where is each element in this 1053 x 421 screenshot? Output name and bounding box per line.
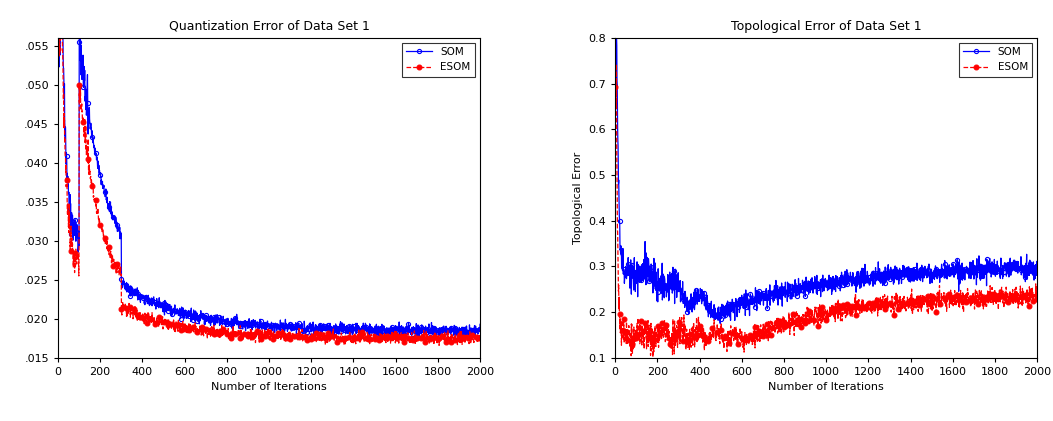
SOM (246, 323, 259, 328)
Title: Quantization Error of Data Set 1: Quantization Error of Data Set 1 (168, 19, 370, 32)
SOM (474, 322, 486, 327)
SOM (1019, 279, 1032, 284)
Y-axis label: Topological Error: Topological Error (573, 152, 582, 244)
ESOM (631, 321, 643, 326)
ESOM (1019, 290, 1032, 296)
SOM (384, 331, 397, 336)
SOM (54, 4, 66, 9)
ESOM (815, 306, 828, 311)
ESOM (647, 354, 659, 360)
ESOM (433, 343, 445, 348)
ESOM (461, 338, 474, 343)
SOM (610, 35, 622, 40)
Line: SOM: SOM (56, 5, 482, 341)
ESOM (384, 341, 397, 346)
SOM (631, 259, 643, 264)
ESOM (257, 335, 270, 340)
SOM (941, 267, 954, 272)
ESOM (52, 47, 64, 52)
ESOM (54, 4, 66, 9)
X-axis label: Number of Iterations: Number of Iterations (211, 382, 326, 392)
ESOM (941, 297, 954, 302)
SOM (1019, 264, 1032, 269)
SOM (803, 280, 816, 285)
SOM (609, 83, 621, 88)
ESOM (246, 334, 259, 339)
Line: ESOM: ESOM (613, 62, 1039, 360)
ESOM (1019, 293, 1032, 298)
SOM (461, 331, 474, 336)
ESOM (609, 84, 621, 89)
SOM (714, 321, 727, 326)
ESOM (610, 62, 622, 67)
ESOM (803, 321, 816, 326)
Legend: SOM, ESOM: SOM, ESOM (402, 43, 475, 77)
SOM (257, 321, 270, 326)
Line: ESOM: ESOM (56, 4, 482, 348)
SOM (815, 284, 828, 289)
SOM (462, 334, 475, 339)
ESOM (74, 85, 86, 90)
Line: SOM: SOM (613, 36, 1039, 325)
SOM (52, 40, 64, 45)
Title: Topological Error of Data Set 1: Topological Error of Data Set 1 (731, 19, 921, 32)
ESOM (474, 339, 486, 344)
ESOM (462, 334, 475, 339)
SOM (74, 34, 86, 39)
X-axis label: Number of Iterations: Number of Iterations (769, 382, 885, 392)
SOM (456, 336, 469, 341)
Legend: SOM, ESOM: SOM, ESOM (959, 43, 1032, 77)
SOM (1031, 272, 1044, 277)
ESOM (1031, 292, 1044, 297)
